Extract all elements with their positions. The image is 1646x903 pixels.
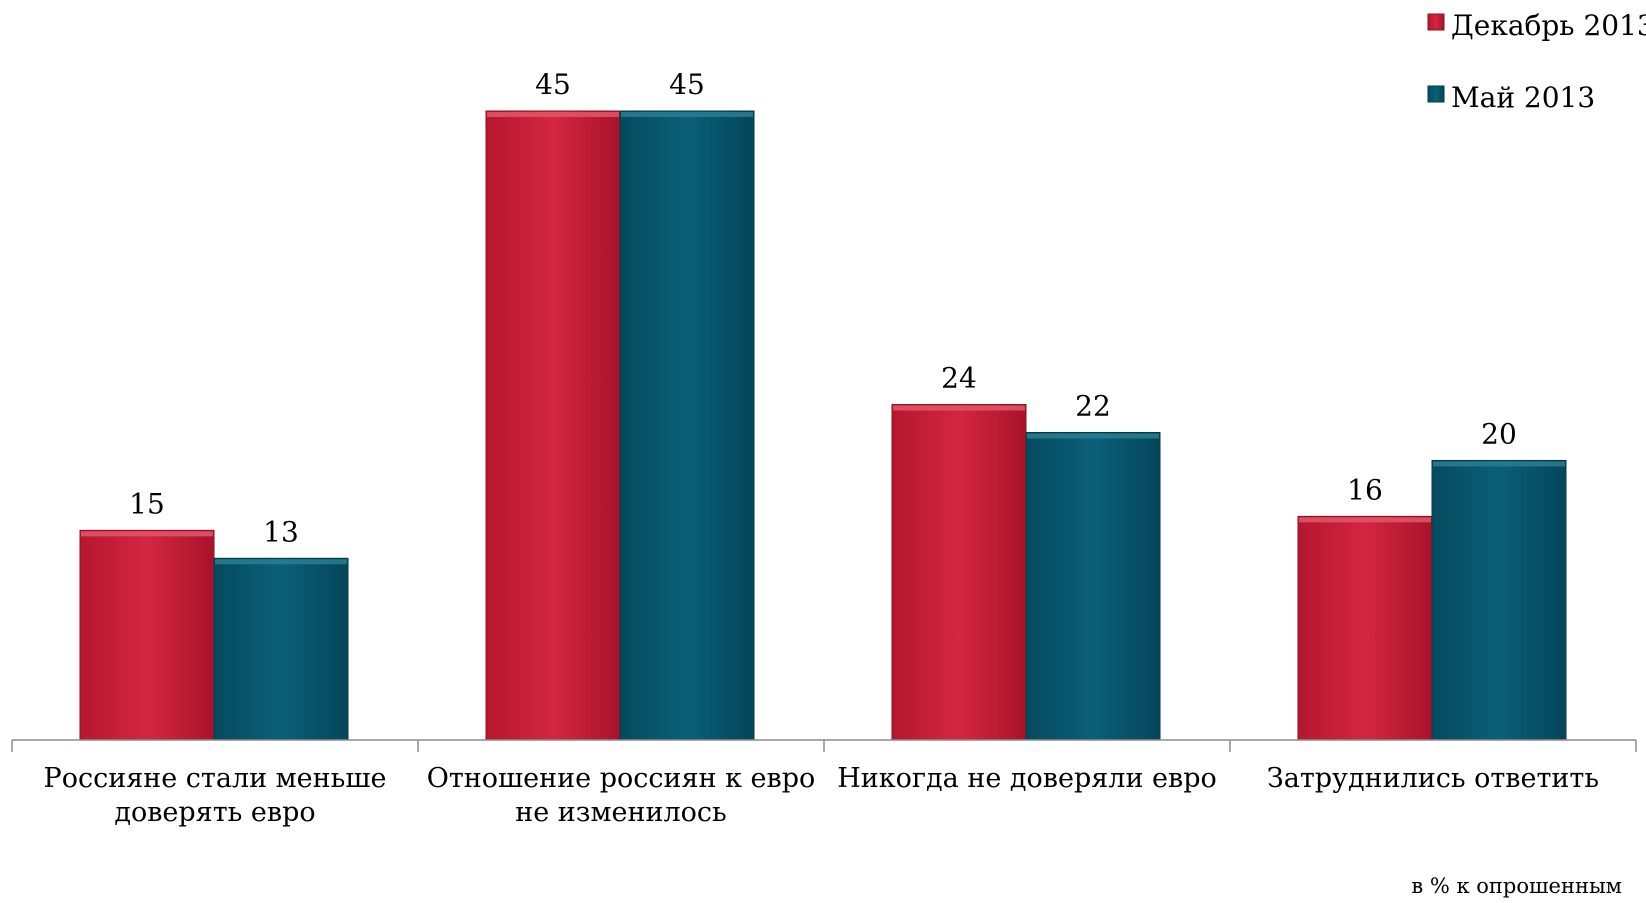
- unit-note: в % к опрошенным: [1411, 874, 1622, 898]
- category-label: Затруднились ответить: [1267, 763, 1599, 794]
- bar-may-1: [213, 557, 349, 741]
- bars-layer: [79, 110, 1567, 741]
- bar-dec-1: [79, 529, 215, 741]
- bar-bevel: [487, 112, 619, 117]
- value-label: 45: [535, 68, 571, 101]
- bar-bevel: [1299, 517, 1431, 523]
- bar-bevel: [215, 559, 347, 565]
- value-label: 20: [1481, 417, 1517, 450]
- value-label: 45: [669, 68, 705, 101]
- bar-bevel: [1433, 461, 1565, 467]
- bar-may-3: [1025, 431, 1161, 741]
- value-label: 22: [1075, 389, 1111, 422]
- bar-bevel: [81, 531, 213, 537]
- category-label: Россияне стали меньше доверять евро: [44, 763, 387, 828]
- bar-may-4: [1431, 459, 1567, 741]
- legend-swatch-dec: [1427, 13, 1445, 31]
- x-axis: [11, 739, 1637, 752]
- bar-may-2: [619, 110, 755, 741]
- value-label: 16: [1347, 473, 1383, 506]
- legend-label-may: Май 2013: [1451, 81, 1595, 114]
- legend: Декабрь 2013 Май 2013: [1427, 9, 1646, 114]
- legend-label-dec: Декабрь 2013: [1451, 9, 1646, 42]
- category-label: Отношение россиян к евро не изменилось: [427, 763, 816, 828]
- bar-dec-2: [485, 110, 621, 741]
- bar-dec-4: [1297, 515, 1433, 741]
- value-label: 24: [941, 362, 977, 395]
- value-label: 13: [263, 515, 299, 548]
- bar-bevel: [1027, 433, 1159, 439]
- bar-bevel: [893, 405, 1025, 411]
- value-label: 15: [129, 487, 165, 520]
- value-labels-layer: 15 13 45 45 24 22 16 20: [129, 68, 1517, 548]
- legend-swatch-may: [1427, 85, 1445, 103]
- bar-dec-3: [891, 404, 1027, 741]
- bar-bevel: [621, 112, 753, 117]
- category-labels: Россияне стали меньше доверять евро Отноше…: [44, 763, 1600, 828]
- category-label: Никогда не доверяли евро: [837, 763, 1217, 794]
